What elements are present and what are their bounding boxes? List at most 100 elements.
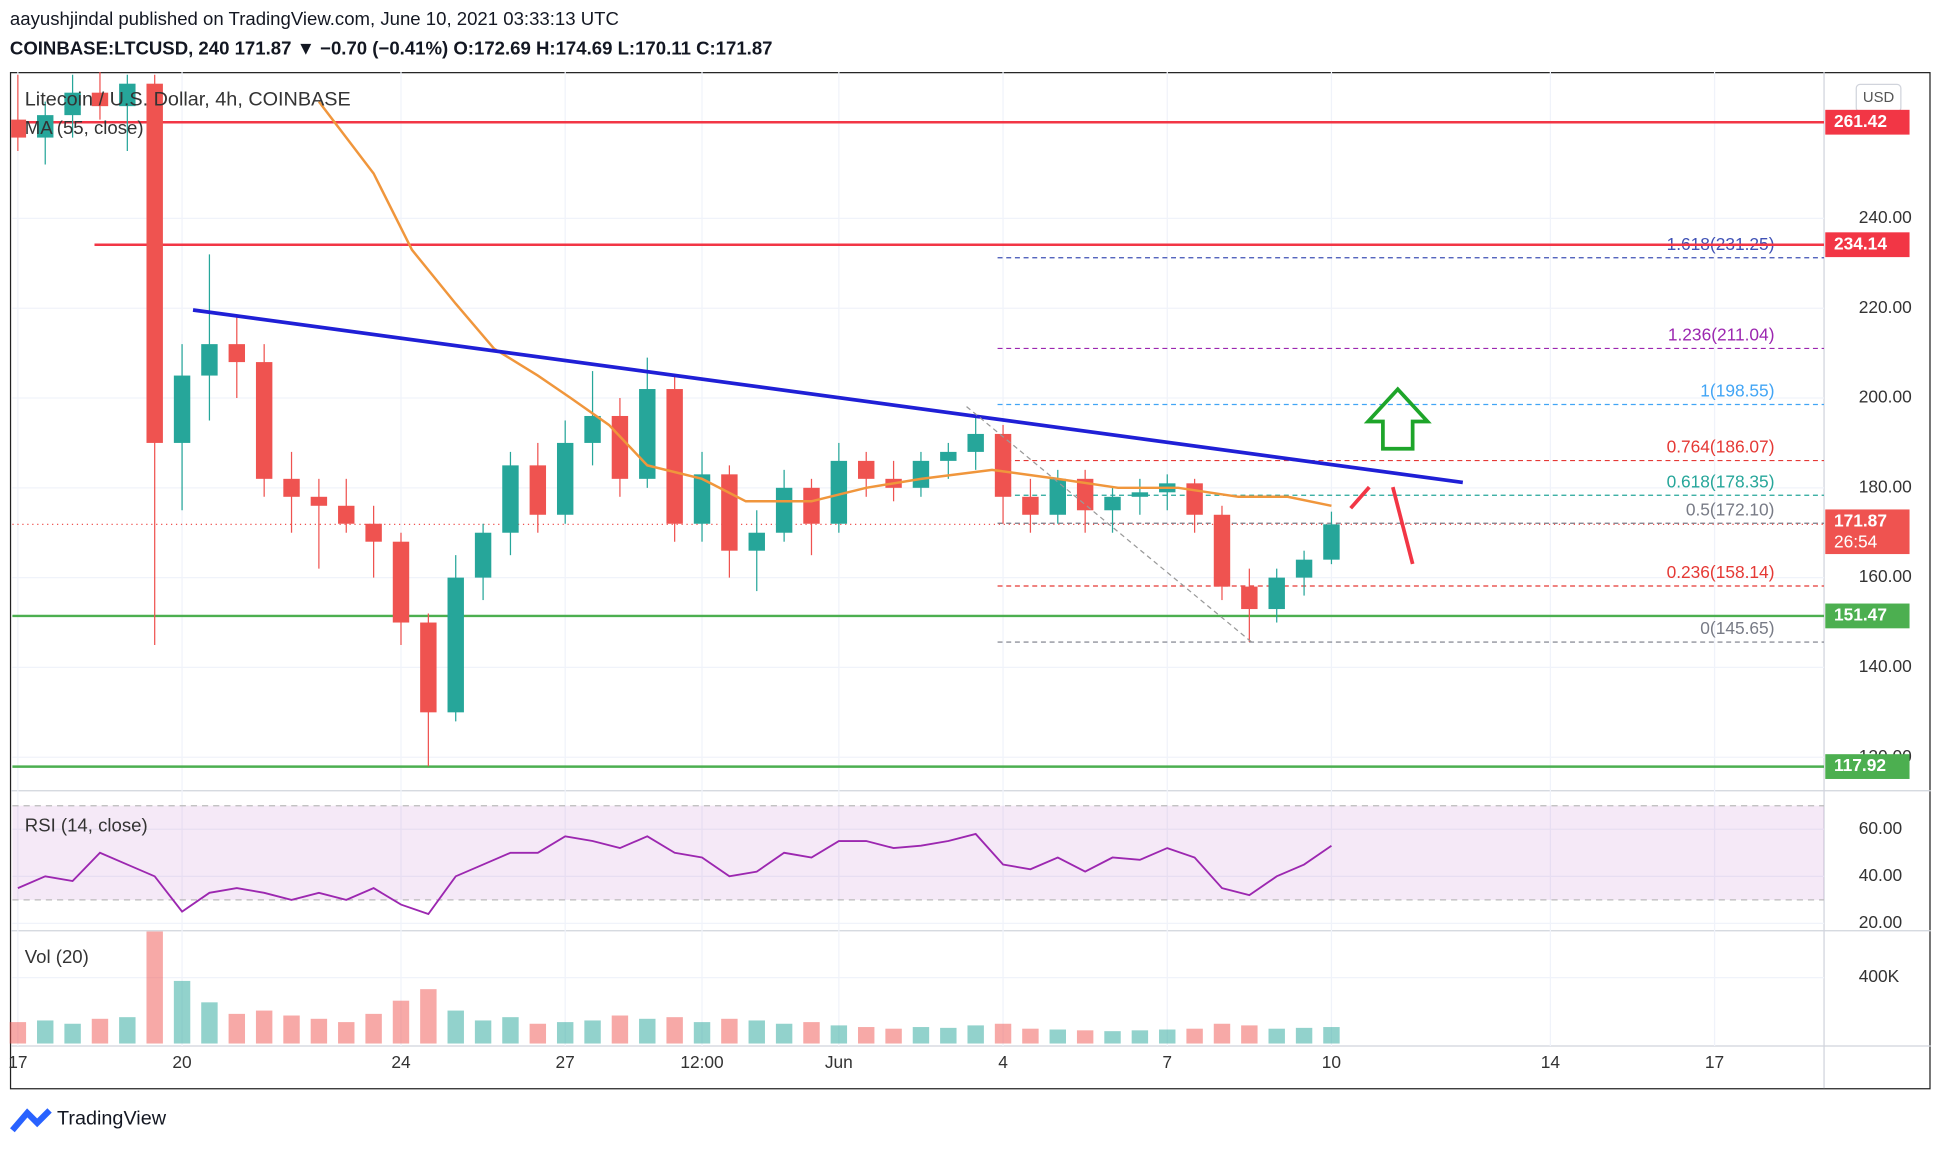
volume-bar (64, 1023, 81, 1044)
trendline (192, 308, 1464, 485)
volume-bar (994, 1023, 1012, 1044)
volume-bar (1159, 1029, 1176, 1044)
candle-body (1104, 496, 1121, 511)
vol-legend: Vol (20) (25, 946, 89, 967)
candle-body (994, 433, 1012, 497)
candle-body (1022, 496, 1039, 515)
publisher-line: aayushjindal published on TradingView.co… (10, 8, 619, 29)
candle-body (201, 344, 218, 376)
candle-body (748, 532, 765, 551)
volume-bar (1104, 1031, 1121, 1044)
level-value: 261.42 (1834, 111, 1887, 131)
fib-label: 0.764(186.07) (1667, 437, 1775, 457)
volume-bar (1268, 1028, 1285, 1044)
volume-bar (91, 1018, 109, 1044)
x-tick-label: Jun (825, 1052, 853, 1072)
candle-body (474, 532, 492, 578)
volume-bar (775, 1023, 793, 1044)
volume-bar (1131, 1030, 1149, 1044)
level-value: 151.47 (1834, 605, 1887, 625)
y-tick-label: 160.00 (1859, 566, 1912, 586)
brand: TradingView (57, 1107, 167, 1129)
volume-bar (584, 1020, 601, 1044)
volume-bar (858, 1027, 875, 1044)
candle-body (967, 433, 984, 452)
candle-body (392, 541, 410, 623)
volume-bar (639, 1018, 656, 1044)
y-tick-label: 180.00 (1859, 476, 1912, 496)
x-tick-label: 12:00 (680, 1052, 723, 1072)
up-arrow (1363, 386, 1432, 451)
x-tick-label: 4 (998, 1052, 1008, 1072)
volume-bar (556, 1022, 574, 1044)
symbol-line: COINBASE:LTCUSD, 240 171.87 ▼ −0.70 (−0.… (10, 38, 773, 59)
candle-body (666, 389, 683, 524)
volume-bar (1241, 1025, 1258, 1044)
x-tick-label: 27 (556, 1052, 575, 1072)
moving-average (317, 100, 1332, 507)
volume-bar (173, 980, 191, 1044)
volume-bar (1213, 1023, 1231, 1044)
candle-body (420, 622, 437, 713)
x-tick-label: 20 (172, 1052, 191, 1072)
x-tick-label: 10 (1322, 1052, 1341, 1072)
level-value: 234.14 (1834, 233, 1887, 253)
candle-body (1213, 514, 1231, 587)
fib-label: 0.618(178.35) (1667, 471, 1775, 491)
rsi-legend: RSI (14, close) (25, 815, 148, 836)
volume-bar (146, 931, 163, 1044)
x-tick-label: 7 (1162, 1052, 1172, 1072)
volume-bar (885, 1028, 902, 1044)
last-price-badge (1825, 509, 1910, 555)
candle-body (1268, 577, 1285, 610)
chart-frame (9, 72, 1931, 1090)
rsi-tick-label: 40.00 (1859, 865, 1902, 885)
volume-bar (365, 1013, 382, 1044)
volume-bar (9, 1022, 27, 1044)
candle-body (1131, 492, 1149, 497)
volume-bar (201, 1002, 218, 1044)
candle-body (1241, 586, 1258, 610)
volume-bar (37, 1020, 54, 1044)
level-value: 117.92 (1834, 755, 1886, 775)
volume-bar (967, 1025, 984, 1044)
red-path (1391, 486, 1415, 565)
candle-body (858, 460, 875, 479)
candle-body (1323, 524, 1340, 560)
candle-body (721, 474, 738, 551)
candle-body (255, 362, 273, 479)
fib-label: 0.5(172.10) (1686, 499, 1775, 519)
chart-title: Litecoin / U.S. Dollar, 4h, COINBASE (25, 89, 351, 111)
candle-body (283, 478, 300, 497)
rsi-line (17, 832, 1332, 916)
candle-body (1295, 559, 1313, 578)
candle-body (338, 505, 355, 524)
candle-body (693, 474, 711, 524)
volume-bar (1186, 1028, 1203, 1044)
volume-bar (474, 1020, 492, 1044)
candle-body (912, 460, 930, 488)
brand-logo (10, 1108, 52, 1133)
volume-bar (338, 1022, 355, 1044)
volume-bar (255, 1010, 273, 1044)
candle-body (310, 496, 328, 506)
volume-bar (1049, 1029, 1066, 1044)
volume-bar (1022, 1028, 1039, 1044)
rsi-tick-label: 60.00 (1859, 818, 1902, 838)
red-path (1349, 485, 1371, 510)
candle-body (11, 119, 27, 138)
candle-body (64, 92, 81, 116)
candle-body (940, 451, 957, 461)
currency: USD (1863, 90, 1895, 106)
level-badge (1825, 754, 1910, 779)
candle-body (1186, 483, 1203, 515)
candle-body (228, 344, 246, 363)
volume-bar (529, 1023, 547, 1044)
volume-bar (310, 1018, 328, 1044)
ma-legend: MA (55, close) (25, 117, 144, 138)
fib-label: 0(145.65) (1700, 618, 1774, 638)
volume-bar (721, 1018, 738, 1044)
y-tick-label: 220.00 (1859, 297, 1912, 317)
candle-body (365, 523, 382, 542)
candle-body (447, 577, 464, 713)
